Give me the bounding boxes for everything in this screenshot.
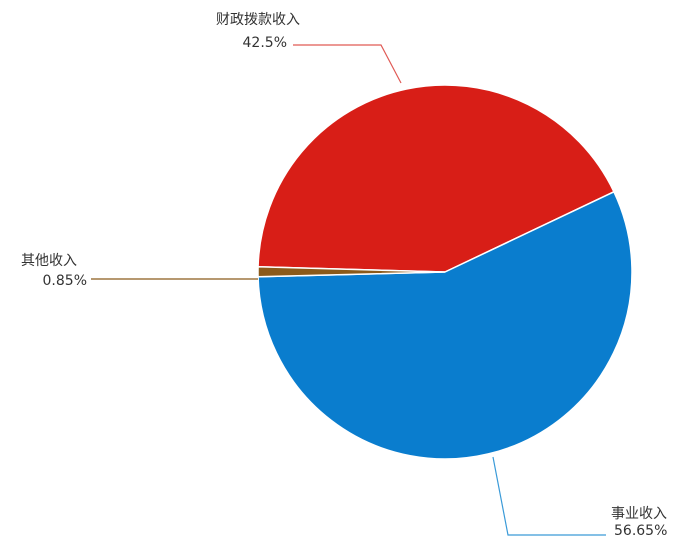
leader-lines	[91, 44, 606, 536]
pie-slice-business	[257, 190, 633, 460]
leader-line-fiscal	[293, 44, 402, 84]
label-value-business: 56.65%	[614, 523, 667, 538]
pie-slices	[257, 84, 633, 460]
label-name-other: 其他收入	[21, 253, 77, 269]
label-value-fiscal: 42.5%	[243, 35, 287, 51]
label-value-other: 0.85%	[43, 273, 87, 289]
label-name-fiscal: 财政拨款收入	[216, 12, 300, 28]
leader-line-business	[492, 456, 606, 536]
pie-slice-other	[257, 266, 446, 278]
label-name-business: 事业收入	[611, 506, 667, 522]
pie-slice-fiscal	[257, 84, 615, 273]
